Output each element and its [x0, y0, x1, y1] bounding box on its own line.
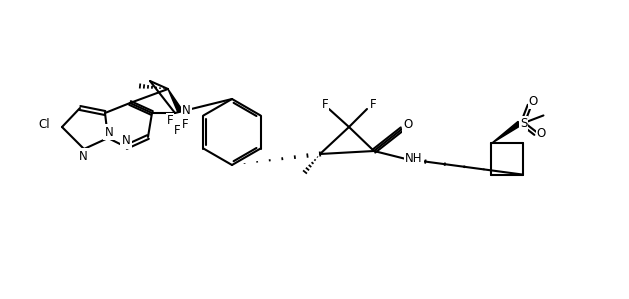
Text: F: F — [321, 98, 328, 112]
Polygon shape — [168, 89, 182, 112]
Polygon shape — [491, 121, 521, 144]
Text: F: F — [167, 115, 174, 127]
Text: Cl: Cl — [38, 118, 50, 132]
Text: S: S — [520, 117, 527, 130]
Text: N: N — [104, 126, 113, 138]
Text: O: O — [537, 127, 546, 140]
Text: F: F — [370, 98, 376, 112]
Text: F: F — [174, 123, 181, 137]
Text: NH: NH — [405, 152, 423, 166]
Text: N: N — [79, 150, 87, 162]
Text: N: N — [182, 103, 191, 117]
Text: O: O — [403, 118, 413, 132]
Text: O: O — [529, 95, 538, 108]
Text: F: F — [182, 118, 188, 132]
Text: N: N — [121, 135, 130, 147]
